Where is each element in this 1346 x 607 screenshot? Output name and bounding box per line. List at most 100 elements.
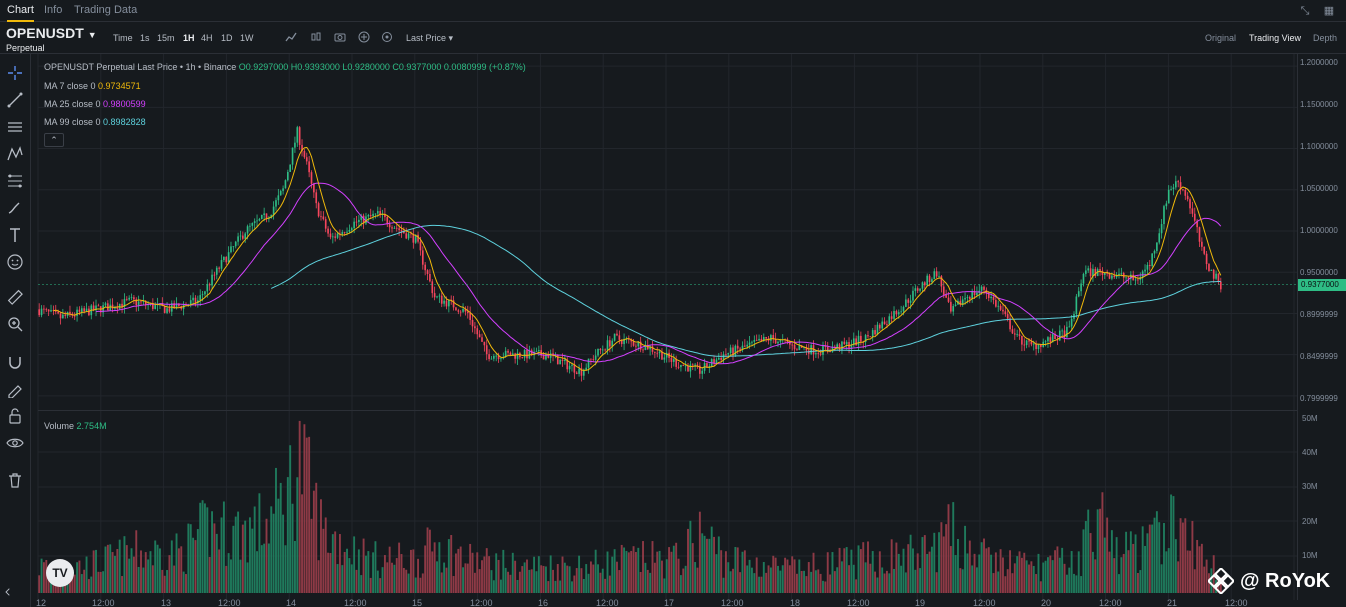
volume-bar bbox=[471, 552, 474, 593]
lock-icon[interactable] bbox=[5, 406, 25, 426]
timeframe-time[interactable]: Time bbox=[113, 33, 133, 43]
candle-body bbox=[85, 308, 88, 312]
add-indicator-icon[interactable] bbox=[357, 31, 371, 45]
time-tick: 12:00 bbox=[1099, 598, 1122, 607]
volume-bar bbox=[677, 558, 680, 593]
tradingview-logo[interactable]: TV bbox=[46, 559, 74, 587]
crosshair-icon[interactable] bbox=[5, 63, 25, 83]
view-original[interactable]: Original bbox=[1205, 33, 1237, 43]
timeframe-15m[interactable]: 15m bbox=[157, 33, 175, 43]
grid-layout-icon[interactable]: ▦ bbox=[1323, 5, 1335, 17]
horizontal-lines-icon[interactable] bbox=[5, 117, 25, 137]
volume-bar bbox=[111, 552, 114, 593]
volume-bar bbox=[876, 577, 879, 593]
candle-body bbox=[313, 183, 315, 193]
candle-body bbox=[677, 366, 680, 368]
candle-body bbox=[495, 355, 498, 357]
settings-icon[interactable] bbox=[380, 31, 394, 45]
pattern-icon[interactable] bbox=[5, 144, 25, 164]
zoom-icon[interactable] bbox=[5, 314, 25, 334]
timeframe-4h[interactable]: 4H bbox=[201, 33, 213, 43]
magnet-icon[interactable] bbox=[5, 352, 25, 372]
volume-bar bbox=[611, 556, 614, 593]
candle-body bbox=[1208, 264, 1210, 271]
volume-bar bbox=[814, 570, 817, 593]
tab-chart[interactable]: Chart bbox=[7, 4, 34, 22]
candle-body bbox=[838, 344, 841, 351]
volume-bar bbox=[433, 542, 436, 593]
tab-trading-data[interactable]: Trading Data bbox=[74, 4, 138, 16]
volume-label: Volume bbox=[44, 421, 75, 431]
line-chart-icon[interactable] bbox=[284, 31, 298, 45]
volume-bar bbox=[765, 572, 768, 593]
candle-body bbox=[412, 233, 415, 243]
timeframe-1s[interactable]: 1s bbox=[140, 33, 150, 43]
candle-body bbox=[867, 335, 869, 337]
candle-body bbox=[500, 358, 502, 360]
timeframe-1d[interactable]: 1D bbox=[221, 33, 233, 43]
candle-body bbox=[680, 364, 682, 368]
candle-body bbox=[296, 127, 299, 143]
timeframe-1h[interactable]: 1H bbox=[183, 33, 195, 43]
emoji-icon[interactable] bbox=[5, 252, 25, 272]
trash-icon[interactable] bbox=[5, 470, 25, 490]
legend-title: OPENUSDT Perpetual Last Price • 1h • Bin… bbox=[44, 62, 237, 72]
volume-bar bbox=[616, 561, 618, 593]
view-depth[interactable]: Depth bbox=[1313, 33, 1338, 43]
volume-bar bbox=[888, 573, 891, 593]
candle-body bbox=[601, 349, 604, 351]
time-tick: 12:00 bbox=[470, 598, 493, 607]
lock-drawing-icon[interactable] bbox=[5, 379, 25, 399]
trendline-icon[interactable] bbox=[5, 90, 25, 110]
eye-icon[interactable] bbox=[5, 433, 25, 453]
volume-bar bbox=[755, 557, 758, 593]
candle-body bbox=[1172, 187, 1175, 190]
volume-bar bbox=[267, 543, 270, 593]
text-icon[interactable] bbox=[5, 225, 25, 245]
view-trading-view[interactable]: Trading View bbox=[1249, 33, 1302, 43]
collapse-legend-button[interactable]: ⌃ bbox=[44, 133, 64, 147]
collapse-arrows-icon[interactable]: ⤡ bbox=[1300, 5, 1310, 17]
time-tick: 21 bbox=[1167, 598, 1178, 607]
candle-body bbox=[535, 351, 538, 352]
chevron-left-icon[interactable] bbox=[2, 582, 14, 602]
tab-info[interactable]: Info bbox=[44, 4, 63, 16]
volume-bar bbox=[485, 548, 488, 593]
time-tick: 19 bbox=[915, 598, 926, 607]
symbol-selector[interactable]: OPENUSDT ▼ bbox=[6, 25, 97, 41]
candle-body bbox=[734, 345, 737, 356]
candle-body bbox=[133, 297, 135, 300]
ohlc-legend: OPENUSDT Perpetual Last Price • 1h • Bin… bbox=[44, 62, 526, 72]
price-type-select[interactable]: Last Price ▾ bbox=[406, 33, 453, 44]
candle-body bbox=[348, 230, 351, 232]
volume-bar bbox=[729, 571, 732, 593]
volume-bar bbox=[537, 556, 540, 593]
ma7-legend[interactable]: MA 7 close 0 0.9734571 bbox=[44, 81, 141, 91]
candle-body bbox=[343, 232, 346, 233]
candle-body bbox=[258, 218, 261, 221]
volume-bar bbox=[890, 539, 893, 593]
volume-bar bbox=[938, 532, 940, 593]
brush-icon[interactable] bbox=[5, 198, 25, 218]
volume-bar bbox=[402, 567, 405, 593]
candle-body bbox=[1004, 311, 1007, 315]
volume-bar bbox=[954, 555, 957, 593]
indicators-icon[interactable] bbox=[309, 31, 323, 45]
time-tick: 12:00 bbox=[847, 598, 870, 607]
ma99-legend[interactable]: MA 99 close 0 0.8982828 bbox=[44, 117, 146, 127]
volume-bar bbox=[568, 566, 571, 593]
candle-body bbox=[897, 312, 900, 315]
candle-body bbox=[720, 357, 722, 360]
candle-body bbox=[1089, 268, 1092, 277]
candle-body bbox=[1148, 264, 1151, 267]
candle-body bbox=[831, 346, 834, 353]
ruler-icon[interactable] bbox=[5, 287, 25, 307]
candle-body bbox=[1028, 340, 1030, 342]
volume-bar bbox=[445, 567, 448, 593]
timeframe-1w[interactable]: 1W bbox=[240, 33, 254, 43]
camera-icon[interactable] bbox=[333, 31, 347, 45]
ma25-legend[interactable]: MA 25 close 0 0.9800599 bbox=[44, 99, 146, 109]
candle-body bbox=[597, 348, 599, 356]
fib-icon[interactable] bbox=[5, 171, 25, 191]
